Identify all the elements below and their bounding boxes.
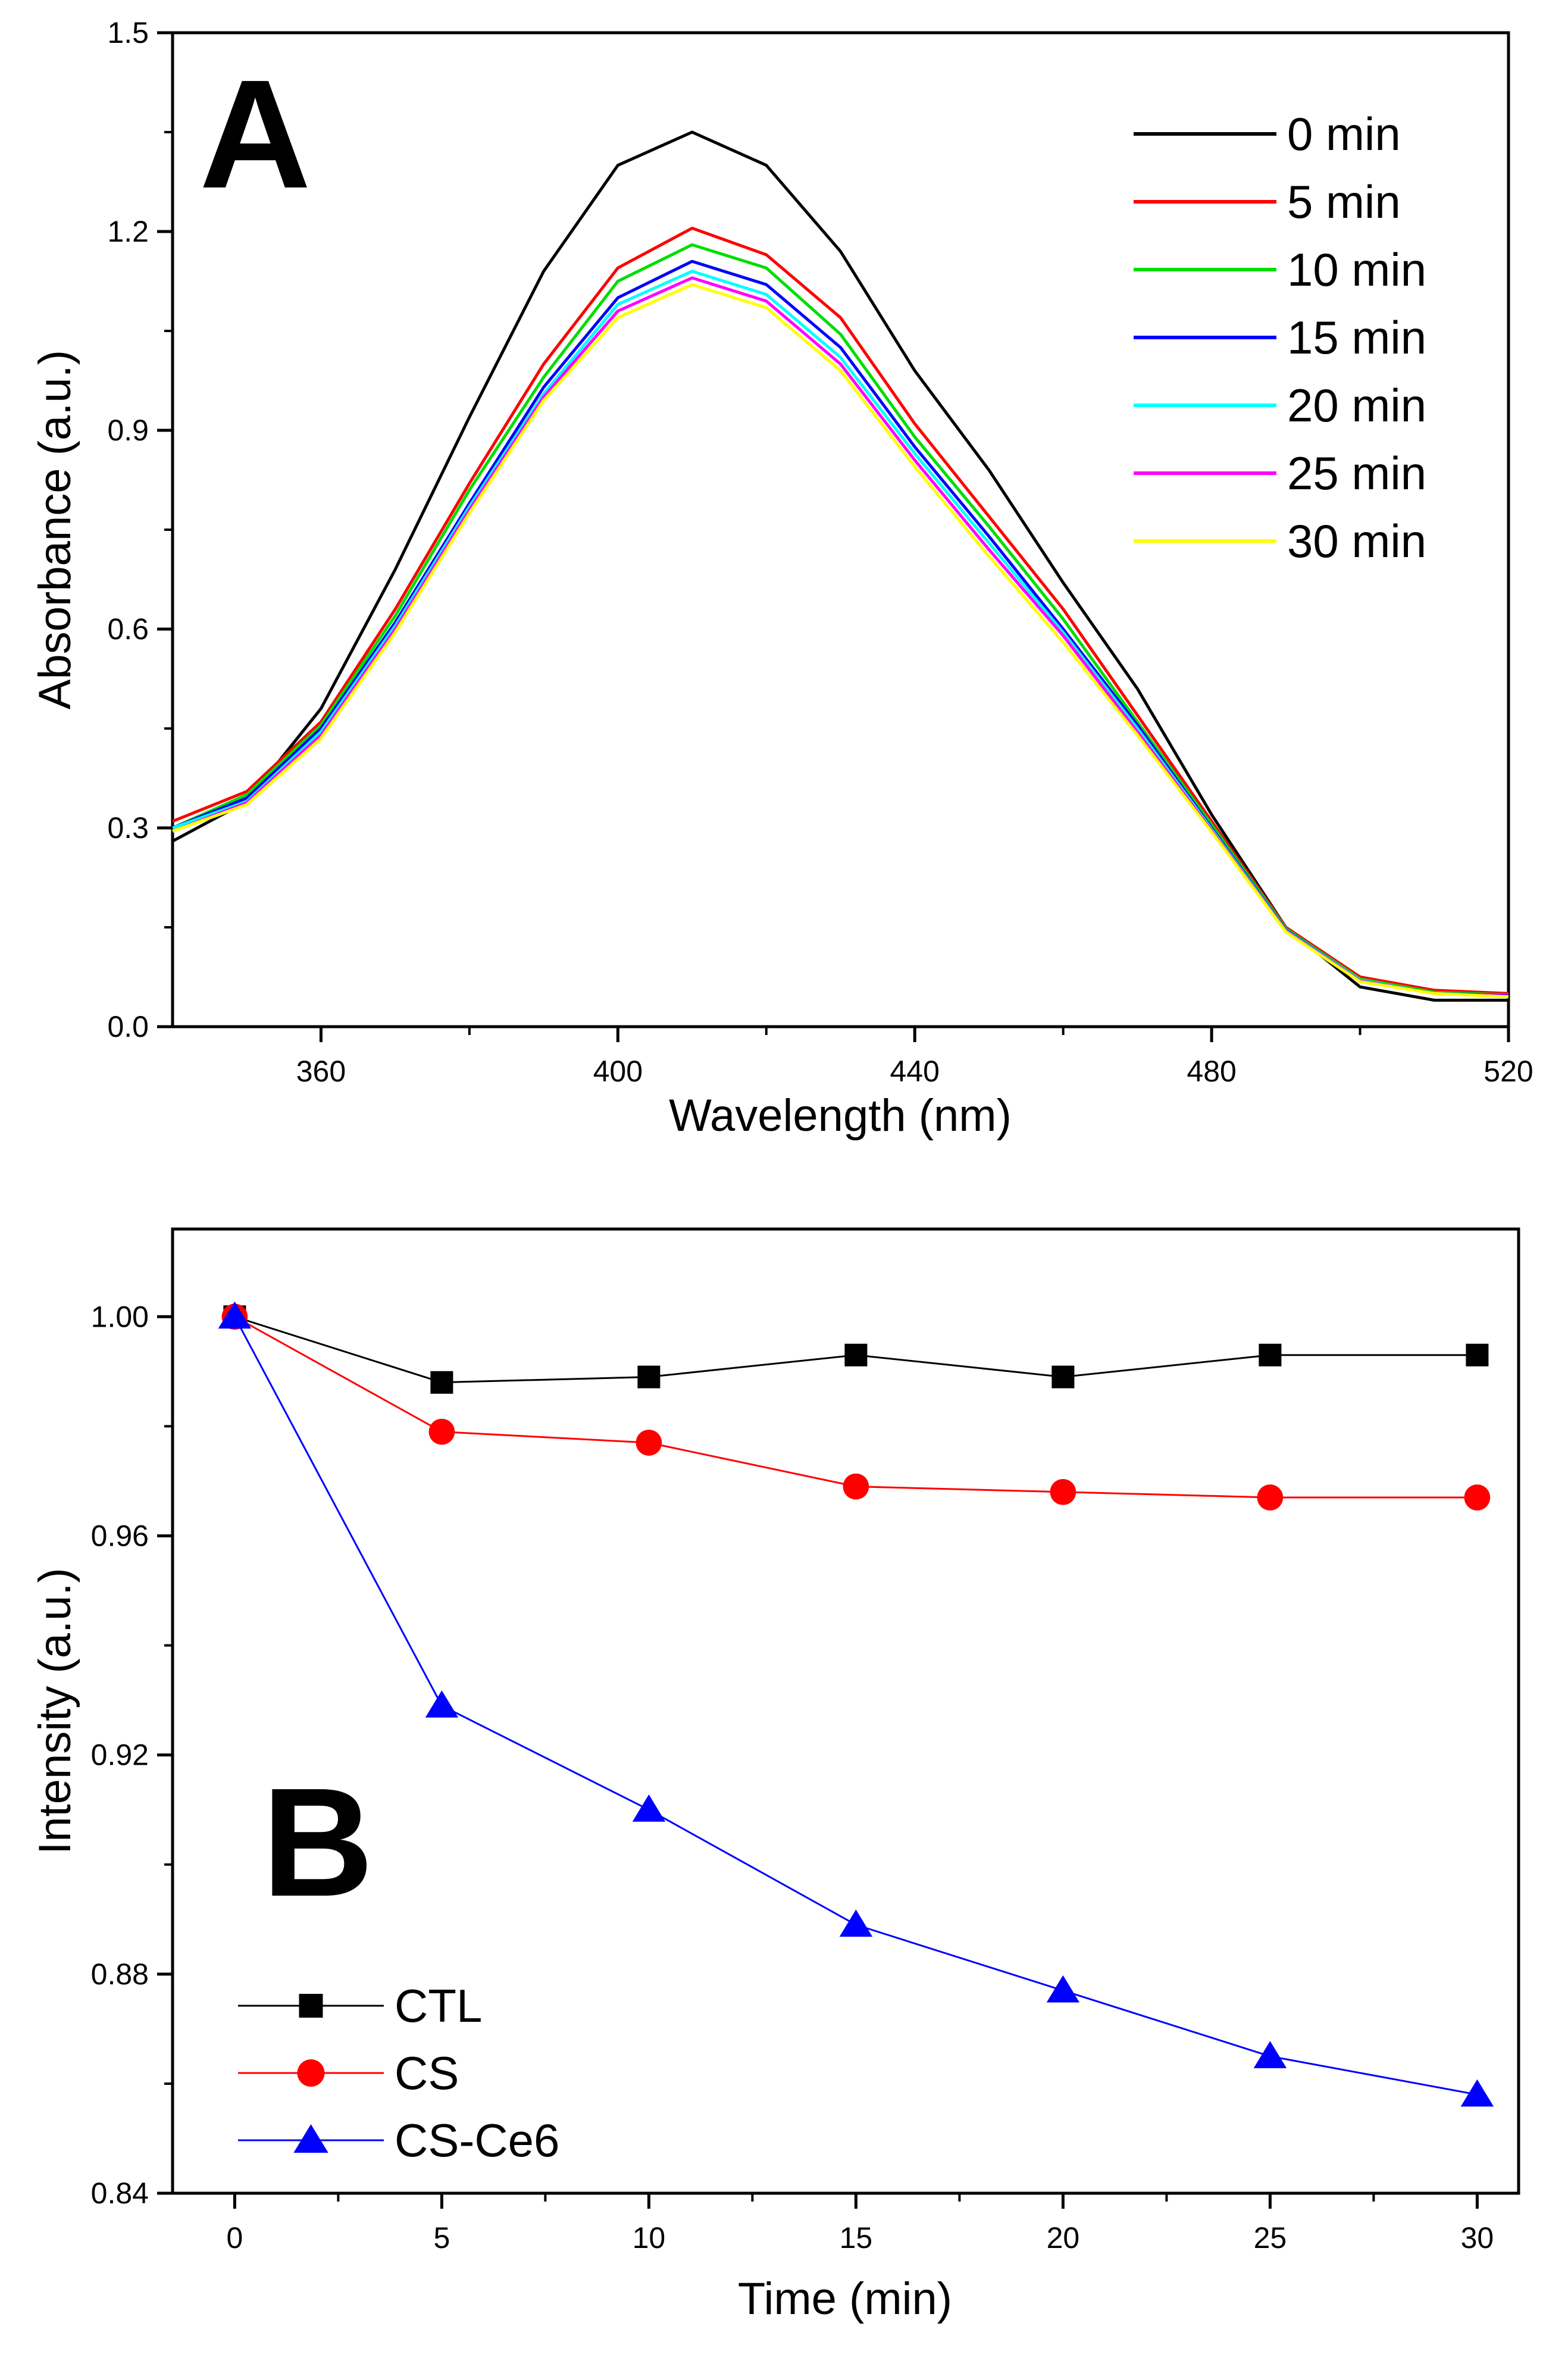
panel-b-series-line-cs-ce6 (234, 1316, 1478, 2096)
panel-b-legend: CTL CS CS-Ce6 (238, 1980, 559, 2166)
panel-b-point-ctl (1051, 1365, 1075, 1389)
panel-a-x-tick-label: 440 (890, 1055, 940, 1088)
panel-b-x-ticks: 0 5 10 15 20 25 30 (226, 2193, 1494, 2255)
panel-b-series-group (218, 1301, 1494, 2107)
panel-a-y-tick-label: 0.6 (107, 612, 149, 646)
panel-b-point-ctl (1466, 1343, 1489, 1367)
panel-b-legend-label-cs: CS (395, 2047, 459, 2099)
panel-a-x-axis-title: Wavelength (nm) (669, 1090, 1012, 1141)
panel-a-series-group (171, 130, 1509, 1002)
panel-b-point-cs-ce6 (218, 1301, 252, 1329)
panel-b-point-cs-ce6 (425, 1690, 459, 1718)
panel-b-x-tick-label: 25 (1254, 2221, 1287, 2255)
panel-a-legend-label-20-min: 20 min (1287, 379, 1426, 432)
panel-b-legend-marker-cs (297, 2059, 325, 2087)
panel-b-x-tick-label: 5 (433, 2221, 450, 2255)
panel-a-y-tick-label: 1.5 (107, 16, 149, 49)
panel-b-x-tick-label: 0 (226, 2221, 243, 2255)
panel-a-label: A (199, 48, 311, 221)
panel-a-legend-label-5-min: 5 min (1287, 176, 1401, 228)
panel-b-legend-marker-ctl (299, 1994, 323, 2018)
panel-b-point-cs (1257, 1484, 1284, 1511)
panel-b-point-cs-ce6 (1046, 1975, 1080, 2003)
panel-b-x-tick-label: 10 (633, 2221, 666, 2255)
panel-b-x-tick-label: 15 (840, 2221, 873, 2255)
panel-b-point-cs (428, 1418, 455, 1445)
panel-b-x-tick-label: 30 (1461, 2221, 1494, 2255)
panel-b-point-ctl (844, 1343, 868, 1367)
panel-b-x-axis-title: Time (min) (738, 2274, 952, 2324)
panel-a: 360 400 440 480 520 0.0 0.3 0.6 0.9 1.2 1.5 0 min… (30, 16, 1533, 1141)
panel-b-y-axis-title: Intensity (a.u.) (30, 1568, 80, 1855)
panel-a-y-tick-label: 0.9 (107, 414, 149, 447)
panel-b-legend-label-ctl: CTL (395, 1980, 482, 2032)
panel-a-x-tick-label: 360 (296, 1055, 346, 1088)
panel-a-y-tick-label: 0.3 (107, 811, 149, 845)
panel-a-x-tick-label: 480 (1187, 1055, 1236, 1088)
panel-a-y-axis-title: Absorbance (a.u.) (30, 350, 80, 709)
panel-b-point-cs-ce6 (1460, 2079, 1494, 2107)
panel-b-point-cs-ce6 (1253, 2041, 1287, 2068)
panel-b-point-cs (1464, 1484, 1491, 1511)
panel-b-point-ctl (637, 1365, 661, 1389)
panel-a-y-tick-label: 0.0 (107, 1010, 149, 1043)
panel-b-legend-label-cs-ce6: CS-Ce6 (395, 2114, 559, 2166)
panel-b-y-ticks: 0.84 0.88 0.92 0.96 1.00 (91, 1300, 173, 2210)
panel-a-x-tick-label: 520 (1484, 1055, 1533, 1088)
panel-b-y-tick-label: 0.96 (91, 1519, 149, 1552)
panel-b-point-cs (843, 1473, 869, 1500)
panel-b-x-tick-label: 20 (1047, 2221, 1080, 2255)
panel-b-point-ctl (430, 1371, 453, 1394)
panel-b-point-ctl (1259, 1343, 1282, 1367)
panel-b-y-tick-label: 0.88 (91, 1958, 149, 1991)
panel-a-legend-label-0-min: 0 min (1287, 108, 1401, 160)
panel-b-y-tick-label: 0.92 (91, 1739, 149, 1772)
panel-b-legend-marker-cs-ce6 (293, 2124, 328, 2153)
panel-a-series-line-30-min (172, 283, 1509, 999)
panel-b-y-tick-label: 0.84 (91, 2177, 149, 2210)
panel-b-point-cs (636, 1430, 662, 1456)
panel-a-legend-label-25-min: 25 min (1287, 447, 1426, 499)
panel-a-legend-label-15-min: 15 min (1287, 311, 1426, 364)
panel-a-y-ticks: 0.0 0.3 0.6 0.9 1.2 1.5 (107, 16, 173, 1043)
panel-a-legend-label-30-min: 30 min (1287, 515, 1426, 567)
panel-b-point-cs (1050, 1478, 1076, 1505)
panel-a-legend-label-10-min: 10 min (1287, 243, 1426, 296)
panel-b-label: B (262, 1756, 374, 1929)
panel-a-legend: 0 min 5 min 10 min 15 min 20 min 25 min 30 min (1134, 108, 1426, 567)
panel-b-y-tick-label: 1.00 (91, 1300, 149, 1333)
panel-a-x-ticks: 360 400 440 480 520 (296, 1027, 1533, 1088)
panel-a-y-tick-label: 1.2 (107, 215, 149, 248)
panel-b: 0 5 10 15 20 25 30 0.840.880.920.961.00 CTLCSC… (30, 1227, 1520, 2324)
panel-a-x-tick-label: 400 (593, 1055, 643, 1088)
panel-b-point-cs-ce6 (632, 1794, 666, 1822)
panel-b-plot-frame (171, 1227, 1520, 2195)
panel-b-point-cs-ce6 (839, 1909, 873, 1937)
